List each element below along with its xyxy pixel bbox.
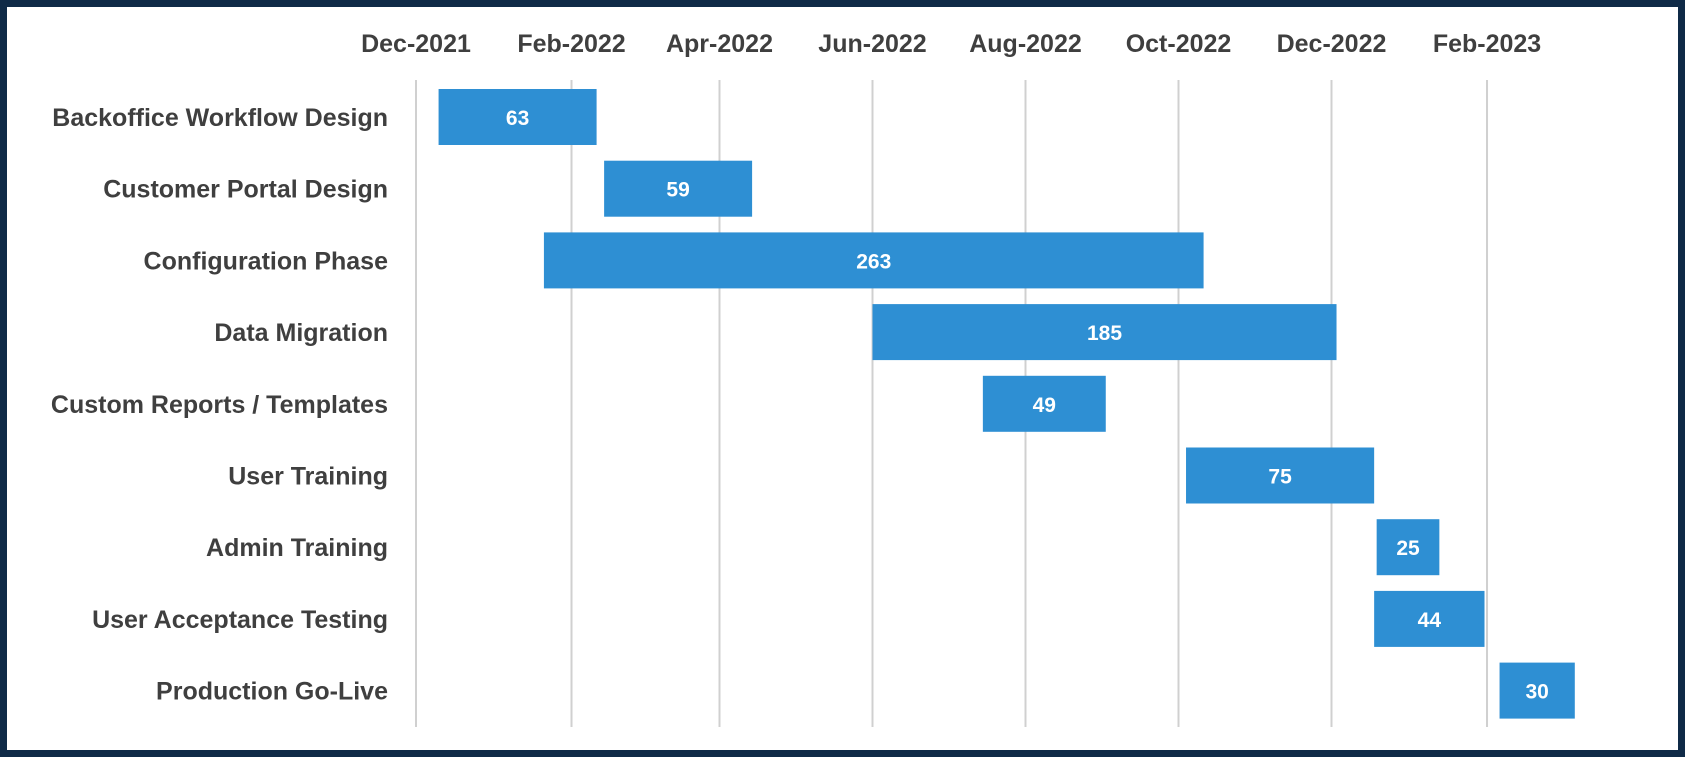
task-bar — [872, 304, 1337, 361]
bar-data-label: 63 — [506, 107, 529, 130]
bar-data-label: 263 — [856, 250, 891, 273]
bar-data-label: 75 — [1268, 466, 1292, 489]
bar-data-label: 44 — [1418, 609, 1442, 632]
task-labels: Backoffice Workflow Design Customer Porta… — [51, 104, 388, 706]
task-label: User Training — [228, 463, 388, 491]
task-bar — [1186, 447, 1375, 504]
x-tick-label: Dec-2021 — [361, 30, 471, 58]
x-tick-label: Jun-2022 — [818, 30, 926, 58]
task-label: Custom Reports / Templates — [51, 391, 388, 419]
task-bar — [438, 89, 597, 145]
task-label: Admin Training — [206, 534, 388, 562]
gridlines — [415, 80, 1489, 727]
task-bars: 63 59 263 185 49 75 25 44 30 — [438, 89, 1575, 719]
task-label: Data Migration — [214, 319, 388, 347]
task-label: Customer Portal Design — [103, 176, 388, 204]
x-tick-label: Feb-2023 — [1433, 30, 1541, 58]
x-axis-ticks: Dec-2021 Feb-2022 Apr-2022 Jun-2022 Aug-2022… — [361, 30, 1541, 58]
task-bar — [1374, 590, 1485, 647]
x-tick-label: Dec-2022 — [1277, 30, 1387, 58]
bar-data-label: 25 — [1396, 537, 1420, 560]
x-tick-label: Apr-2022 — [666, 30, 773, 58]
x-tick-label: Oct-2022 — [1126, 30, 1232, 58]
bar-data-label: 30 — [1525, 681, 1548, 704]
bar-data-label: 49 — [1033, 394, 1056, 417]
task-bar — [604, 160, 753, 217]
bar-data-label: 185 — [1087, 322, 1122, 345]
task-label: Backoffice Workflow Design — [52, 104, 388, 132]
x-tick-label: Aug-2022 — [969, 30, 1082, 58]
x-tick-label: Feb-2022 — [517, 30, 625, 58]
task-bar — [1376, 519, 1440, 576]
bar-data-label: 59 — [666, 179, 689, 202]
task-label: Production Go-Live — [156, 678, 388, 706]
task-label: User Acceptance Testing — [92, 606, 388, 634]
task-label: Configuration Phase — [144, 247, 389, 275]
task-bar — [1499, 662, 1575, 719]
task-bar — [543, 232, 1204, 289]
task-bar — [982, 375, 1106, 432]
